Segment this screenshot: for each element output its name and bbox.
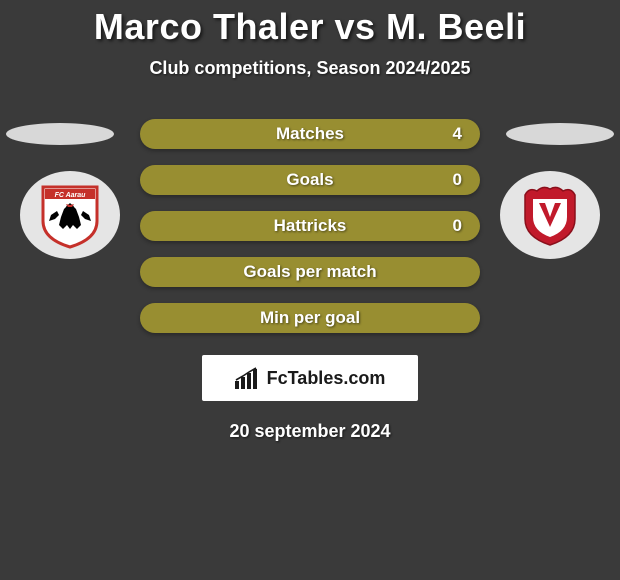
page-title: Marco Thaler vs M. Beeli — [0, 6, 620, 48]
stat-pill-min-per-goal: Min per goal — [140, 303, 480, 333]
date: 20 september 2024 — [0, 421, 620, 442]
svg-text:FC Aarau: FC Aarau — [55, 192, 87, 199]
brand-logo-icon — [235, 367, 261, 389]
vaduz-shield-icon — [519, 181, 581, 249]
club-badge-left: FC Aarau — [20, 171, 120, 259]
stat-pill-goals-per-match: Goals per match — [140, 257, 480, 287]
subtitle: Club competitions, Season 2024/2025 — [0, 58, 620, 79]
stat-pill-goals: Goals 0 — [140, 165, 480, 195]
club-badge-right — [500, 171, 600, 259]
stat-label: Goals per match — [243, 262, 376, 282]
player-oval-left — [6, 123, 114, 145]
stat-label: Min per goal — [260, 308, 360, 328]
stat-label: Matches — [276, 124, 344, 144]
stats-section: FC Aarau — [0, 119, 620, 333]
player-oval-right — [506, 123, 614, 145]
stat-pill-matches: Matches 4 — [140, 119, 480, 149]
brand-box: FcTables.com — [202, 355, 418, 401]
aarau-shield-icon: FC Aarau — [39, 181, 101, 249]
brand-name: FcTables.com — [267, 368, 386, 389]
stat-value: 0 — [453, 170, 462, 190]
infographic-root: Marco Thaler vs M. Beeli Club competitio… — [0, 0, 620, 442]
stat-label: Goals — [286, 170, 333, 190]
stat-value: 4 — [453, 124, 462, 144]
stat-value: 0 — [453, 216, 462, 236]
stat-label: Hattricks — [274, 216, 347, 236]
badge-circle-left: FC Aarau — [20, 171, 120, 259]
stat-pill-hattricks: Hattricks 0 — [140, 211, 480, 241]
badge-circle-right — [500, 171, 600, 259]
